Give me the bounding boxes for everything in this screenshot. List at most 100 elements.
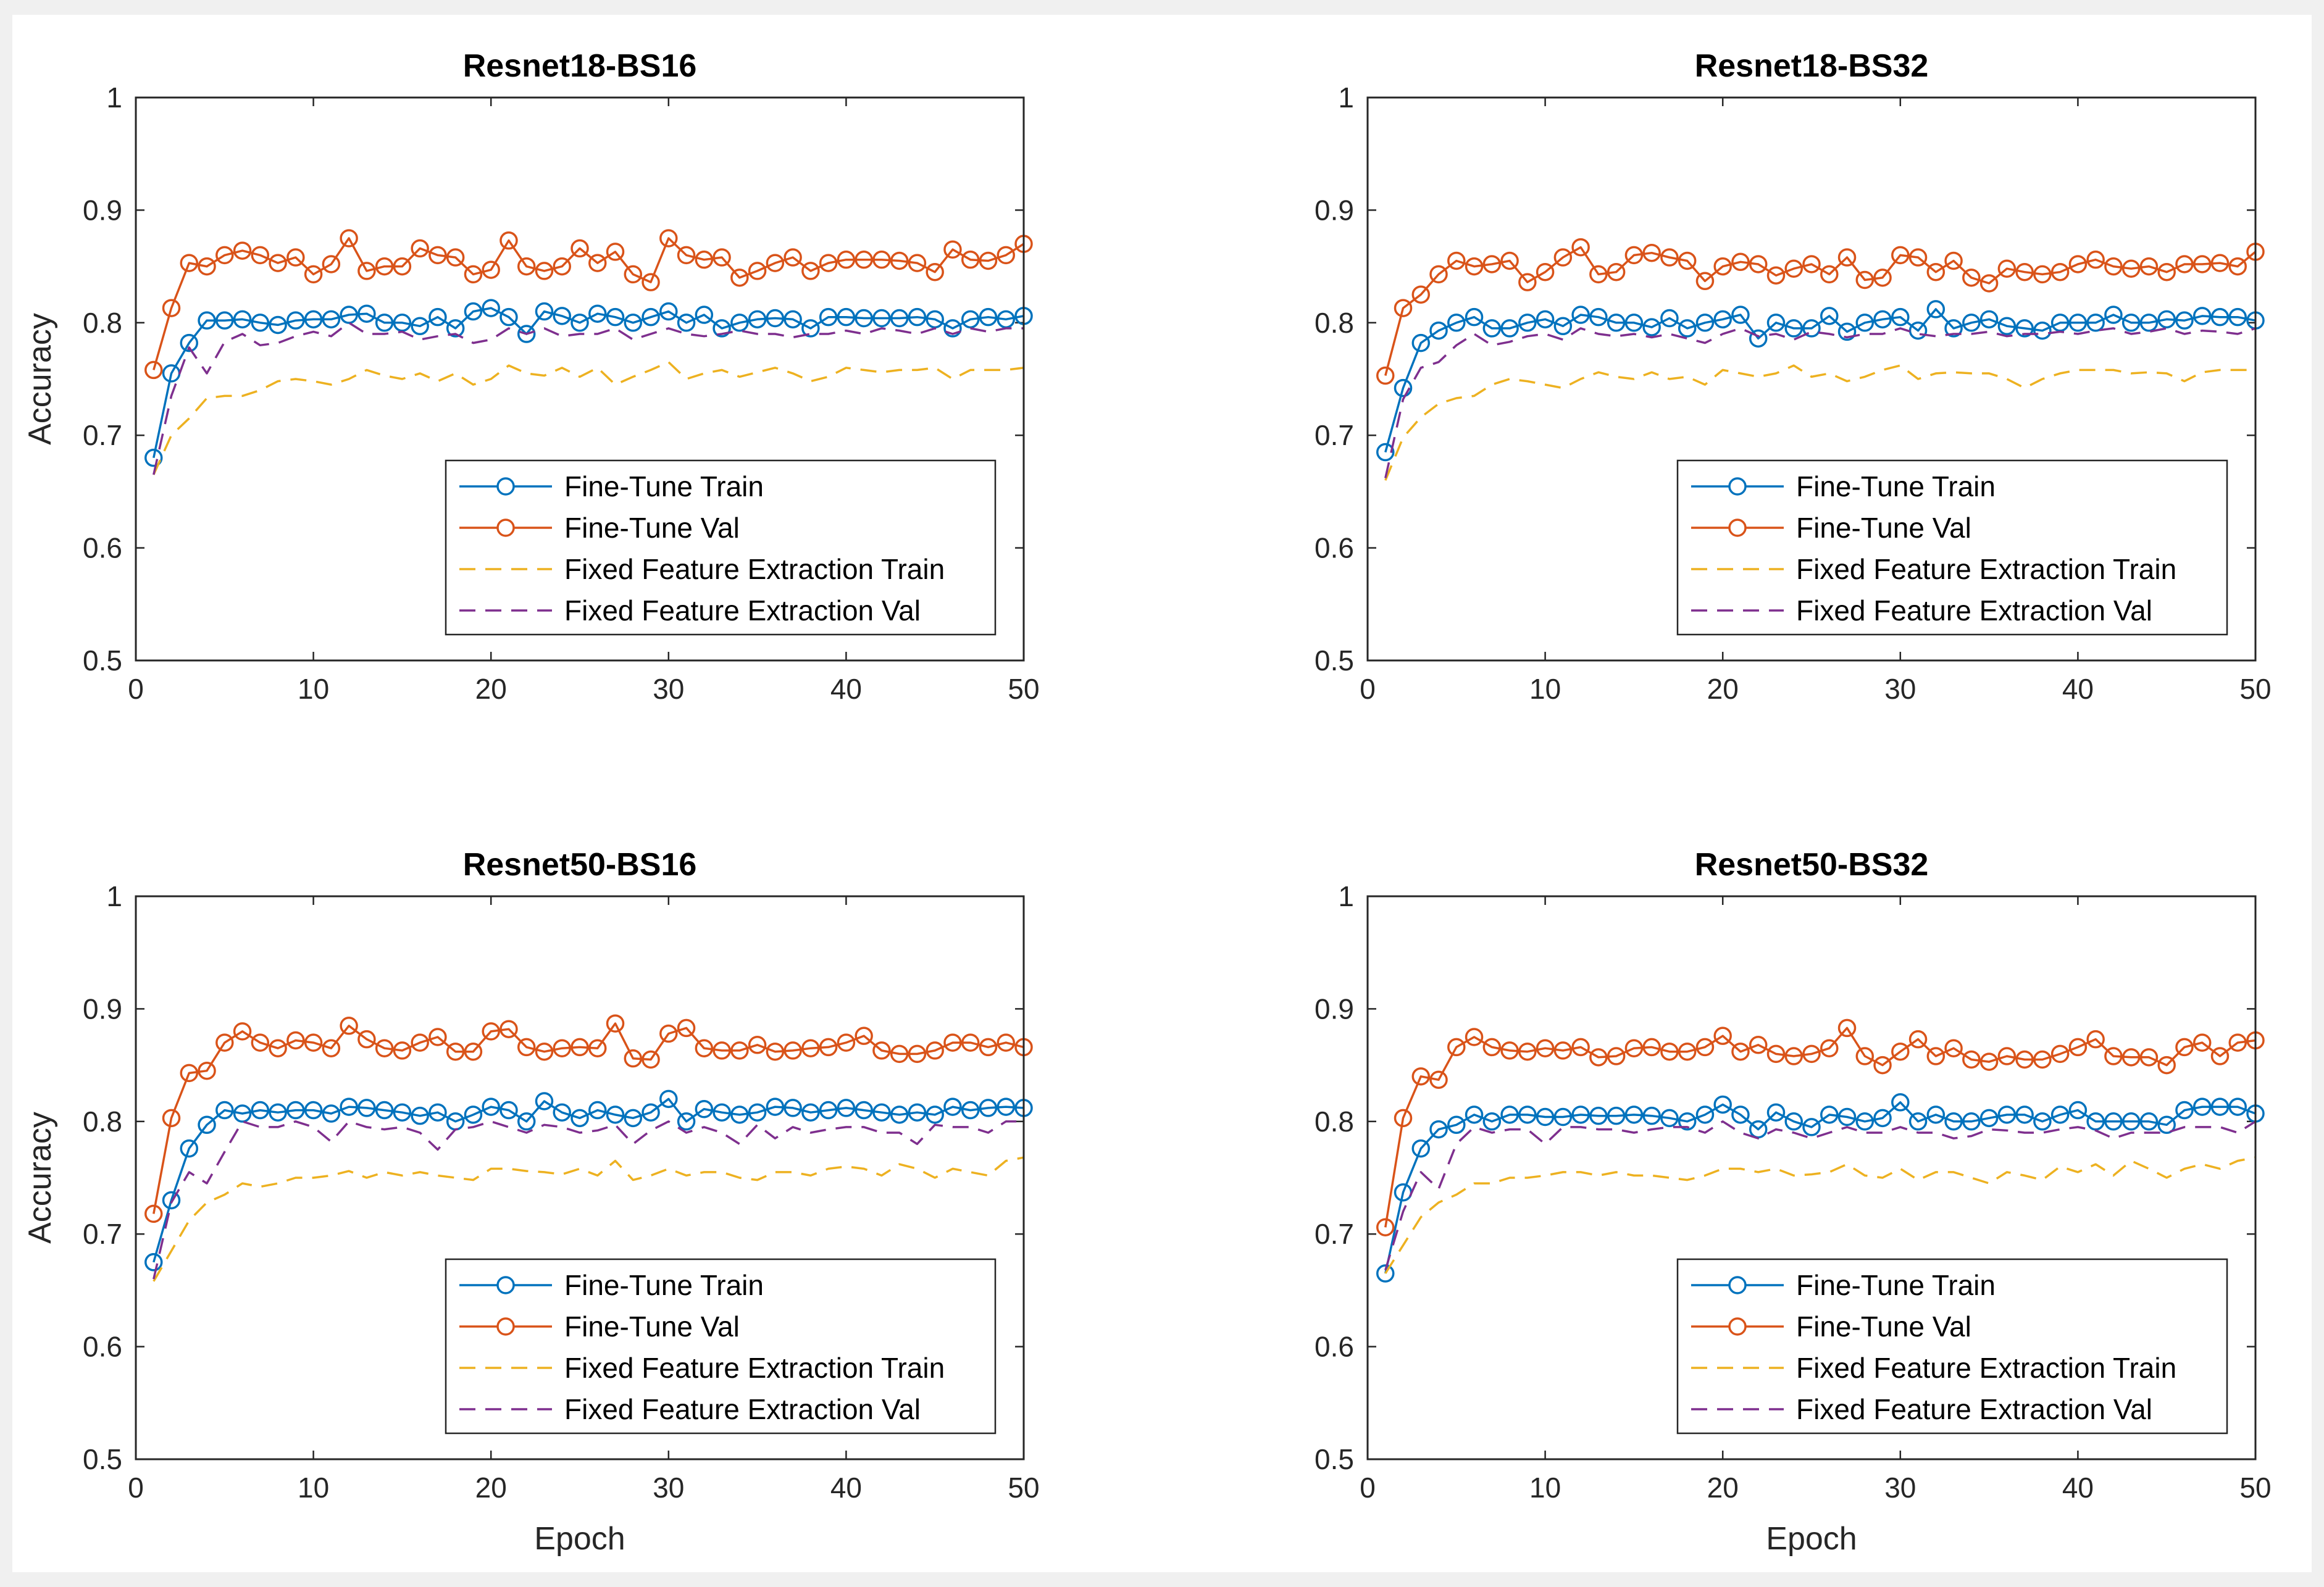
data-point-fine-tune-val: [713, 248, 731, 267]
data-point-fine-tune-val: [2139, 1048, 2159, 1067]
data-point-fine-tune-val: [286, 1031, 305, 1050]
data-point-fine-tune-val: [411, 239, 429, 258]
data-point-fine-tune-val: [1518, 273, 1537, 291]
data-point-fine-tune-train: [872, 1103, 891, 1122]
data-point-fine-tune-train: [1571, 1106, 1590, 1124]
y-tick-label: 0.9: [1315, 993, 1354, 1025]
data-point-fine-tune-train: [2068, 314, 2088, 332]
y-tick-label: 0.7: [1315, 1218, 1354, 1250]
data-point-fine-tune-train: [1465, 307, 1484, 327]
data-point-fine-tune-train: [2086, 314, 2105, 332]
data-point-fine-tune-val: [1678, 1042, 1697, 1061]
data-point-fine-tune-train: [2050, 1106, 2070, 1124]
data-point-fine-tune-val: [1855, 270, 1875, 289]
legend-label: Fixed Feature Extraction Val: [1796, 594, 2152, 627]
data-point-fine-tune-val: [1873, 1056, 1892, 1075]
data-point-fine-tune-val: [571, 239, 589, 258]
data-point-fine-tune-val: [1749, 1036, 1768, 1054]
legend-marker: [496, 477, 515, 496]
legend-box: [1676, 459, 2228, 636]
data-point-fine-tune-val: [2121, 1048, 2141, 1067]
data-point-fine-tune-val: [482, 260, 500, 279]
data-point-fine-tune-val: [695, 250, 714, 269]
data-point-fine-tune-train: [1855, 1112, 1875, 1131]
legend-label: Fixed Feature Extraction Val: [564, 594, 921, 627]
series-line-fixed-feature-extraction-train: [153, 1156, 1024, 1282]
data-point-fine-tune-val: [908, 254, 927, 272]
subplot-1: 0 10 20 30 40 50 0.5 0.6 0.7 0.8 0.9 1 Resnet18-BS16…: [22, 48, 1040, 705]
x-tick-label: 40: [2062, 673, 2094, 705]
data-point-fine-tune-train: [890, 1106, 909, 1124]
data-point-fine-tune-val: [1482, 1038, 1502, 1057]
data-point-fine-tune-val: [872, 250, 891, 269]
data-point-fine-tune-train: [2157, 1115, 2176, 1135]
y-tick-label: 1: [106, 880, 122, 912]
data-point-fine-tune-train: [1891, 1093, 1910, 1112]
y-tick-label: 0.7: [83, 1218, 122, 1250]
data-point-fine-tune-train: [162, 1191, 181, 1210]
data-point-fine-tune-train: [2104, 1112, 2123, 1131]
y-tick-label: 1: [1338, 880, 1354, 912]
data-point-fine-tune-train: [979, 1099, 998, 1117]
data-point-fine-tune-train: [766, 1098, 785, 1116]
data-point-fine-tune-val: [855, 1027, 873, 1045]
data-point-fine-tune-train: [730, 314, 749, 332]
data-point-fine-tune-train: [837, 1099, 856, 1117]
data-point-fine-tune-train: [1447, 1115, 1466, 1135]
data-point-fine-tune-train: [393, 1103, 412, 1122]
data-point-fine-tune-val: [1802, 255, 1821, 273]
x-tick-label: 20: [475, 1472, 507, 1504]
data-point-fine-tune-val: [642, 273, 660, 291]
data-point-fine-tune-train: [1553, 1107, 1573, 1127]
data-point-fine-tune-train: [748, 310, 767, 329]
data-point-fine-tune-train: [624, 314, 643, 332]
data-point-fine-tune-train: [2139, 314, 2159, 332]
legend: Fine-Tune Train Fine-Tune Val Fixed Featur…: [1676, 459, 2228, 636]
data-point-fine-tune-val: [322, 255, 341, 273]
x-tick-label: 10: [1529, 1472, 1561, 1504]
data-point-fine-tune-val: [1624, 1039, 1644, 1057]
data-point-fine-tune-val: [1465, 257, 1484, 276]
chart-title: Resnet18-BS16: [463, 48, 697, 84]
series-line-fixed-feature-extraction-val: [153, 1120, 1024, 1280]
x-tick-label: 20: [475, 673, 507, 705]
y-axis-label: Accuracy: [22, 313, 58, 445]
data-point-fine-tune-val: [1944, 1039, 1963, 1057]
data-point-fine-tune-val: [855, 250, 873, 269]
data-point-fine-tune-train: [464, 1106, 483, 1124]
y-tick-label: 0.5: [83, 1443, 122, 1475]
data-point-fine-tune-val: [1908, 1030, 1928, 1049]
series-line-fine-tune-train: [1384, 308, 2256, 453]
data-point-fine-tune-train: [1873, 310, 1892, 329]
data-point-fine-tune-val: [1607, 262, 1626, 281]
y-tick-label: 0.8: [1315, 307, 1354, 339]
data-point-fine-tune-train: [215, 1101, 234, 1120]
data-point-fine-tune-train: [198, 311, 216, 330]
data-point-fine-tune-val: [997, 246, 1015, 265]
data-point-fine-tune-val: [215, 1033, 234, 1052]
x-tick-label: 50: [2239, 673, 2271, 705]
data-point-fine-tune-val: [961, 1033, 980, 1052]
y-tick-label: 0.8: [1315, 1106, 1354, 1138]
legend-marker: [1728, 1276, 1747, 1294]
y-tick-label: 0.5: [1315, 644, 1354, 677]
data-point-fine-tune-train: [215, 311, 234, 330]
legend-label: Fixed Feature Extraction Train: [564, 1352, 945, 1384]
data-point-fine-tune-train: [588, 1101, 607, 1120]
series-line-fixed-feature-extraction-train: [153, 360, 1024, 475]
data-point-fine-tune-val: [393, 257, 412, 276]
data-point-fine-tune-val: [1695, 1038, 1715, 1057]
subplot-2: 0 10 20 30 40 50 0.5 0.6 0.7 0.8 0.9 1 Resnet18-BS32…: [1315, 48, 2272, 705]
legend-label: Fixed Feature Extraction Train: [1796, 553, 2176, 585]
data-point-fine-tune-val: [2210, 254, 2230, 272]
data-point-fine-tune-train: [1749, 329, 1768, 348]
data-point-fine-tune-val: [517, 1038, 536, 1057]
data-point-fine-tune-train: [2121, 1112, 2141, 1131]
data-point-fine-tune-train: [1962, 1112, 1981, 1131]
data-point-fine-tune-val: [1394, 299, 1413, 317]
data-point-fine-tune-train: [961, 1101, 980, 1120]
x-tick-label: 10: [298, 1472, 329, 1504]
data-point-fine-tune-train: [677, 314, 696, 332]
data-point-fine-tune-train: [357, 1099, 376, 1117]
data-point-fine-tune-val: [908, 1044, 927, 1064]
